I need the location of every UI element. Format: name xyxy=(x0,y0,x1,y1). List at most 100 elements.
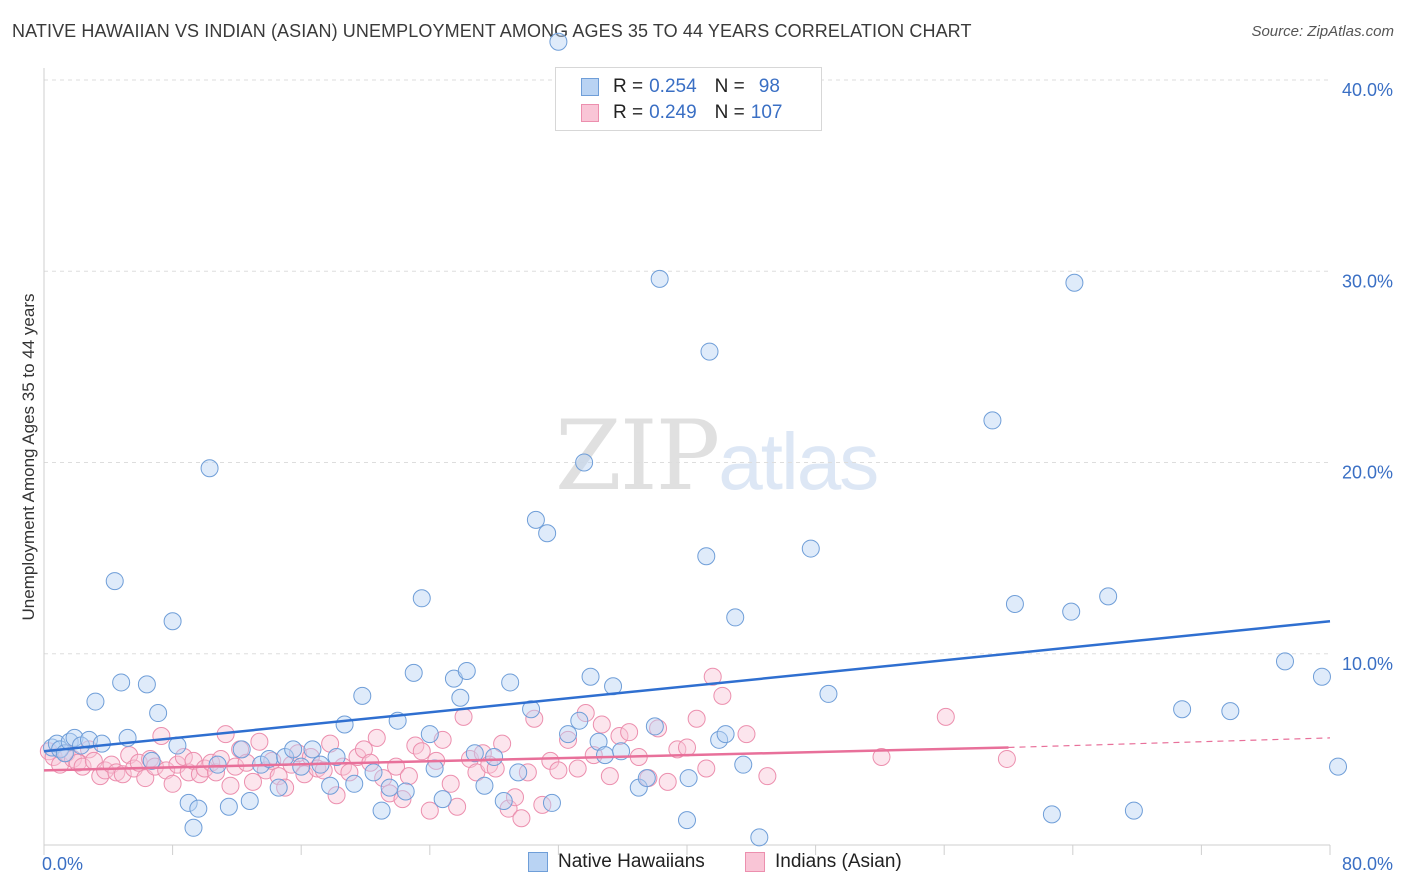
legend-n-value: 98 xyxy=(758,76,780,97)
data-point-indians-asian xyxy=(997,749,1016,768)
legend-n-label: N = xyxy=(714,102,745,123)
data-point-indians-asian xyxy=(568,759,587,778)
legend-n-value: 107 xyxy=(750,102,783,123)
data-point-native-hawaiians xyxy=(549,32,568,51)
data-point-indians-asian xyxy=(600,767,619,786)
data-point-native-hawaiians xyxy=(819,684,838,703)
data-point-indians-asian xyxy=(678,738,696,757)
data-point-native-hawaiians xyxy=(1275,652,1294,671)
data-point-native-hawaiians xyxy=(335,715,354,734)
data-point-native-hawaiians xyxy=(475,776,494,795)
bottom-legend-indians-asian: Indians (Asian) xyxy=(745,851,902,873)
trend-line-indians-asian xyxy=(43,746,1009,772)
data-point-native-hawaiians xyxy=(645,717,664,736)
bottom-swatch-blue xyxy=(528,852,548,872)
data-point-indians-asian xyxy=(327,786,346,805)
data-point-native-hawaiians xyxy=(570,711,589,730)
data-point-indians-asian xyxy=(399,767,418,786)
axes xyxy=(43,68,1331,855)
data-point-native-hawaiians xyxy=(700,342,719,361)
data-point-native-hawaiians xyxy=(112,673,131,692)
data-point-native-hawaiians xyxy=(1062,602,1081,621)
data-point-native-hawaiians xyxy=(184,818,203,837)
data-point-indians-asian xyxy=(658,772,677,791)
data-point-native-hawaiians xyxy=(1312,667,1331,686)
data-point-native-hawaiians xyxy=(465,744,484,763)
data-point-native-hawaiians xyxy=(559,725,578,744)
correlation-legend: R = 0.254 N = 98 R = 0.249 N = 107 xyxy=(555,67,822,131)
bottom-legend-label: Native Hawaiians xyxy=(558,851,705,872)
trend-line-indians-asian-extension xyxy=(1008,737,1331,749)
trend-line-native-hawaiians xyxy=(43,619,1331,753)
data-point-native-hawaiians xyxy=(105,572,124,591)
data-point-native-hawaiians xyxy=(345,774,364,793)
legend-swatch-blue xyxy=(581,78,599,96)
data-point-native-hawaiians xyxy=(637,769,656,788)
data-point-indians-asian xyxy=(549,761,568,780)
y-tick-label: 10.0% xyxy=(1342,654,1393,674)
native-hawaiians-points xyxy=(43,32,1348,847)
data-point-indians-asian xyxy=(620,723,639,742)
bottom-legend-native-hawaiians: Native Hawaiians xyxy=(528,851,705,873)
data-point-indians-asian xyxy=(207,763,226,782)
data-point-native-hawaiians xyxy=(149,704,168,723)
data-point-native-hawaiians xyxy=(451,688,470,707)
data-point-native-hawaiians xyxy=(538,524,557,543)
data-point-indians-asian xyxy=(703,667,722,686)
data-point-native-hawaiians xyxy=(65,728,84,747)
axis-labels: 10.0% 20.0% 30.0% 40.0% 0.0% 80.0% Unemploymen… xyxy=(19,80,1393,874)
data-point-native-hawaiians xyxy=(697,547,716,566)
data-point-native-hawaiians xyxy=(425,759,444,778)
data-point-native-hawaiians xyxy=(509,763,528,782)
data-point-indians-asian xyxy=(713,686,732,705)
data-point-indians-asian xyxy=(412,742,431,761)
bottom-legend-label: Indians (Asian) xyxy=(775,851,902,872)
data-point-native-hawaiians xyxy=(983,411,1002,430)
data-point-indians-asian xyxy=(276,778,295,797)
data-point-native-hawaiians xyxy=(137,675,156,694)
data-point-native-hawaiians xyxy=(581,667,600,686)
data-point-indians-asian xyxy=(512,809,531,828)
data-point-indians-asian xyxy=(649,719,668,738)
y-tick-label: 20.0% xyxy=(1342,463,1393,483)
x-tick-label: 0.0% xyxy=(42,854,83,874)
data-point-native-hawaiians xyxy=(404,663,423,682)
legend-r-value: 0.249 xyxy=(649,102,697,123)
data-point-native-hawaiians xyxy=(219,797,238,816)
y-tick-label: 40.0% xyxy=(1342,80,1393,100)
data-point-indians-asian xyxy=(250,732,269,751)
trend-lines xyxy=(43,619,1331,772)
data-point-indians-asian xyxy=(448,797,467,816)
legend-row-native-hawaiians: R = 0.254 N = 98 xyxy=(581,75,798,99)
data-point-native-hawaiians xyxy=(596,746,615,765)
data-point-native-hawaiians xyxy=(327,748,346,767)
data-point-native-hawaiians xyxy=(1124,801,1143,820)
data-point-native-hawaiians xyxy=(679,769,698,788)
data-point-native-hawaiians xyxy=(433,790,452,809)
watermark: ZIPatlas xyxy=(555,400,879,512)
data-point-indians-asian xyxy=(505,788,524,807)
data-point-native-hawaiians xyxy=(142,751,161,770)
data-point-indians-asian xyxy=(301,748,320,767)
data-point-indians-asian xyxy=(872,748,891,767)
data-point-indians-asian xyxy=(113,765,132,784)
data-point-native-hawaiians xyxy=(501,673,520,692)
data-point-native-hawaiians xyxy=(1042,805,1061,824)
data-point-indians-asian xyxy=(559,730,578,749)
data-point-native-hawaiians xyxy=(412,589,431,608)
data-point-native-hawaiians xyxy=(380,778,399,797)
data-point-indians-asian xyxy=(454,707,473,726)
x-tick-label: 80.0% xyxy=(1342,854,1393,874)
y-tick-label: 30.0% xyxy=(1342,271,1393,291)
legend-r-label: R = xyxy=(613,102,644,123)
data-point-native-hawaiians xyxy=(260,749,279,768)
data-point-native-hawaiians xyxy=(1005,595,1024,614)
data-point-native-hawaiians xyxy=(494,792,513,811)
data-point-native-hawaiians xyxy=(292,757,311,776)
data-point-native-hawaiians xyxy=(726,608,745,627)
data-point-native-hawaiians xyxy=(284,740,303,759)
data-point-indians-asian xyxy=(314,761,333,780)
data-point-indians-asian xyxy=(420,801,439,820)
data-point-indians-asian xyxy=(374,769,393,788)
